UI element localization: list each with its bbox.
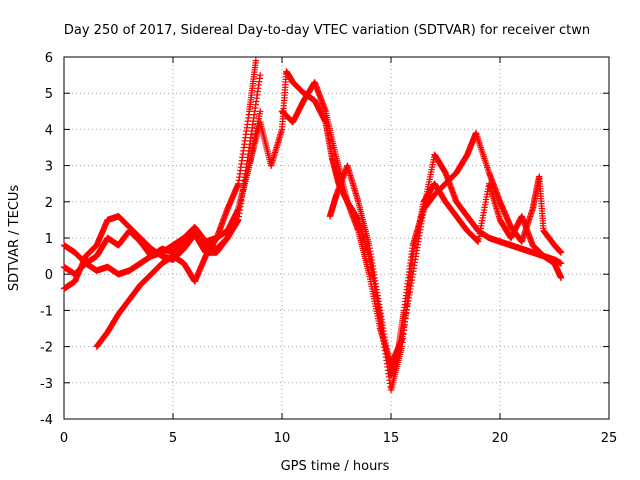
x-tick-label: 15 bbox=[383, 431, 400, 446]
x-tick-label: 20 bbox=[492, 431, 509, 446]
data-point bbox=[257, 71, 264, 79]
series-track-3 bbox=[60, 71, 264, 278]
chart-title: Day 250 of 2017, Sidereal Day-to-day VTE… bbox=[64, 23, 590, 38]
x-tick-label: 5 bbox=[169, 431, 177, 446]
y-tick-label: -4 bbox=[40, 413, 53, 428]
series-track-4 bbox=[93, 108, 264, 350]
y-tick-label: 1 bbox=[45, 232, 53, 247]
y-axis-label: SDTVAR / TECUs bbox=[7, 185, 22, 292]
y-tick-label: 3 bbox=[45, 160, 53, 175]
grid bbox=[64, 57, 609, 419]
x-tick-labels: 0 5 10 15 20 25 bbox=[60, 431, 617, 446]
y-tick-label: 0 bbox=[45, 268, 53, 283]
y-tick-label: -2 bbox=[40, 341, 53, 356]
y-tick-label: -1 bbox=[40, 304, 53, 319]
y-tick-label: 5 bbox=[45, 87, 53, 102]
y-tick-labels: -4 -3 -2 -1 0 1 2 3 4 5 6 bbox=[40, 51, 53, 428]
axis-ticks bbox=[63, 56, 610, 420]
y-tick-label: -3 bbox=[40, 377, 53, 392]
x-tick-label: 10 bbox=[274, 431, 291, 446]
y-tick-label: 4 bbox=[45, 123, 53, 138]
y-tick-label: 6 bbox=[45, 51, 53, 66]
x-axis-label: GPS time / hours bbox=[281, 459, 390, 474]
data-point bbox=[252, 57, 260, 64]
data-points bbox=[60, 57, 565, 394]
x-tick-label: 25 bbox=[601, 431, 618, 446]
y-tick-label: 2 bbox=[45, 196, 53, 211]
x-tick-label: 0 bbox=[60, 431, 68, 446]
